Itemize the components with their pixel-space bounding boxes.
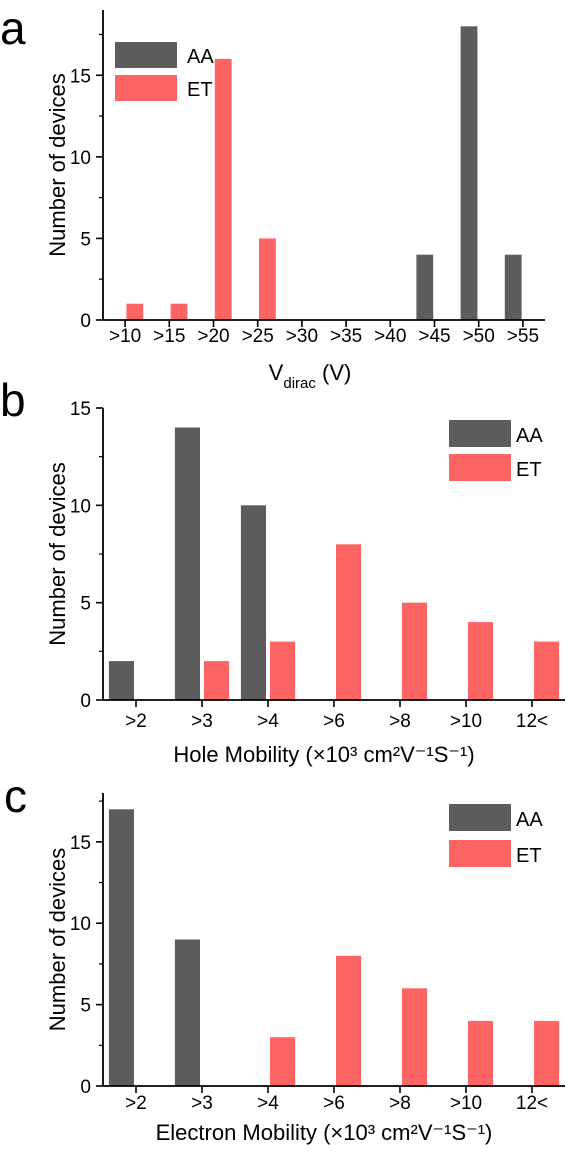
- chart-panel-b: b 0 5 10 15 >2 >3 >4 >6 >8 >10 12< Hole Mobility (×1…: [0, 374, 565, 767]
- x-tick-label: >2: [125, 711, 147, 732]
- bar-et: [259, 238, 276, 320]
- y-tick-label: 10: [70, 914, 91, 935]
- x-tick-label: >6: [323, 1093, 345, 1114]
- bar-et: [204, 661, 230, 700]
- panel-letter: a: [0, 2, 26, 54]
- bar-et: [336, 544, 362, 700]
- bar-et: [468, 622, 494, 700]
- x-axis-title: Electron Mobility (×10³ cm²V⁻¹S⁻¹): [156, 1120, 493, 1145]
- panel-letter: c: [4, 770, 27, 822]
- bar-aa: [108, 661, 134, 700]
- bar-et: [214, 58, 232, 321]
- bar-aa: [174, 427, 200, 700]
- x-tick-label: >50: [463, 326, 495, 347]
- x-axis-title: Hole Mobility (×10³ cm²V⁻¹S⁻¹): [173, 742, 474, 767]
- x-tick-label: >2: [125, 1093, 147, 1114]
- x-tick-label: >15: [153, 326, 185, 347]
- y-tick-label: 0: [80, 1077, 91, 1098]
- x-tick-label: >3: [191, 1093, 213, 1114]
- x-tick-label: 12<: [516, 1093, 548, 1114]
- chart-panel-a: a 0 5 10 15 >10 >15 >20 >25 >30 >35 >40 >45 >50 >55 Vdi…: [0, 2, 545, 392]
- y-tick-label: 10: [70, 148, 91, 169]
- y-tick-label: 0: [80, 311, 91, 332]
- legend-swatch-et: [115, 75, 177, 101]
- bar-et: [402, 602, 428, 700]
- bar-aa: [108, 809, 134, 1086]
- x-tick-label: >10: [450, 711, 482, 732]
- legend-label-et: ET: [516, 459, 542, 481]
- legend-swatch-et: [449, 840, 511, 867]
- y-tick-label: 0: [80, 691, 91, 712]
- y-tick-label: 15: [70, 66, 91, 87]
- x-axis-title: Vdirac (V): [269, 360, 352, 392]
- legend-swatch-aa: [115, 42, 177, 68]
- legend-label-et: ET: [187, 79, 213, 101]
- x-tick-label: >8: [389, 711, 411, 732]
- y-tick-label: 15: [70, 833, 91, 854]
- bar-et: [270, 1037, 296, 1086]
- x-tick-label: >3: [191, 711, 213, 732]
- y-tick-label: 5: [80, 229, 91, 250]
- x-tick-label: >20: [197, 326, 229, 347]
- bar-aa: [416, 254, 434, 320]
- y-tick-label: 5: [80, 594, 91, 615]
- bar-et: [468, 1020, 494, 1086]
- legend-swatch-aa: [449, 804, 511, 831]
- bar-et: [170, 303, 188, 320]
- x-tick-label: >40: [374, 326, 406, 347]
- legend-swatch-et: [449, 454, 511, 481]
- x-tick-label: >30: [286, 326, 318, 347]
- legend-label-aa: AA: [516, 425, 543, 447]
- x-tick-label: 12<: [516, 711, 548, 732]
- chart-panel-c: c 0 5 10 15 >2 >3 >4 >6 >8 >10 12< Electron Mobility…: [4, 770, 565, 1145]
- legend-label-aa: AA: [516, 809, 543, 831]
- legend-label-et: ET: [516, 845, 542, 867]
- x-tick-label: >4: [257, 711, 279, 732]
- bar-aa: [504, 254, 522, 320]
- y-axis-title: Number of devices: [45, 73, 70, 256]
- x-tick-label: >8: [389, 1093, 411, 1114]
- y-tick-label: 10: [70, 496, 91, 517]
- bar-aa: [174, 939, 200, 1086]
- y-tick-label: 5: [80, 996, 91, 1017]
- panel-letter: b: [0, 374, 26, 426]
- bar-et: [270, 641, 296, 700]
- x-tick-label: >10: [450, 1093, 482, 1114]
- legend-label-aa: AA: [187, 46, 214, 68]
- y-tick-label: 15: [70, 399, 91, 420]
- x-tick-label: >6: [323, 711, 345, 732]
- x-tick-label: >10: [109, 326, 141, 347]
- x-tick-label: >55: [507, 326, 539, 347]
- bar-aa: [460, 26, 478, 321]
- bar-aa: [240, 505, 266, 700]
- bar-et: [534, 1020, 560, 1086]
- x-tick-label: >25: [242, 326, 274, 347]
- bar-et: [336, 955, 362, 1086]
- bar-et: [534, 641, 560, 700]
- x-tick-label: >35: [330, 326, 362, 347]
- bar-et: [402, 988, 428, 1086]
- bar-et: [126, 303, 144, 320]
- y-axis-title: Number of devices: [45, 462, 70, 645]
- x-tick-label: >45: [418, 326, 450, 347]
- y-axis-title: Number of devices: [45, 848, 70, 1031]
- x-tick-label: >4: [257, 1093, 279, 1114]
- legend-swatch-aa: [449, 420, 511, 447]
